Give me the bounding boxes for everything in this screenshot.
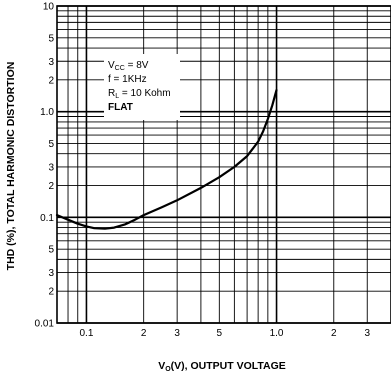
x-tick-label-background xyxy=(75,326,98,339)
x-tick-label-background xyxy=(265,326,288,339)
annotation-load: RL = 10 Kohm xyxy=(108,88,171,100)
y-tick-label: 3 xyxy=(48,162,54,173)
x-tick-label: 1.0 xyxy=(270,328,284,339)
annotation-mode: FLAT xyxy=(108,102,133,113)
conditions-annotation: VCC = 8V f = 1KHz RL = 10 Kohm FLAT xyxy=(104,54,180,120)
y-tick-label: 5 xyxy=(48,245,54,256)
x-tick-label: 3 xyxy=(364,328,370,339)
x-tick-label: 2 xyxy=(141,328,147,339)
x-tick-label-background xyxy=(208,326,231,339)
y-tick-label: 2 xyxy=(48,287,54,298)
x-tick-label-background xyxy=(166,326,189,339)
y-tick-label: 10 xyxy=(43,2,55,13)
annotation-background xyxy=(104,54,180,120)
y-tick-label: 2 xyxy=(48,181,54,192)
x-tick-label: 2 xyxy=(331,328,337,339)
x-axis-label: VO(V), OUTPUT VOLTAGE xyxy=(158,360,286,373)
annotation-vcc: VCC = 8V xyxy=(108,60,149,72)
x-tick-label: 3 xyxy=(174,328,180,339)
x-tick-label-background xyxy=(322,326,345,339)
x-tick-label-background xyxy=(356,326,379,339)
y-tick-label: 0.1 xyxy=(40,213,54,224)
grid xyxy=(56,5,391,324)
y-tick-label: 1.0 xyxy=(40,107,54,118)
tick-labels: 10 5 3 2 1.0 5 3 2 0.1 5 3 2 0.01 0.1 2 3 5 1.0 2 3 xyxy=(35,2,379,339)
y-tick-label: 0.01 xyxy=(35,319,55,330)
y-axis-label: THD (%), TOTAL HARMONIC DISTORTION xyxy=(5,62,17,271)
x-tick-label: 5 xyxy=(217,328,223,339)
x-tick-label: 0.1 xyxy=(79,328,93,339)
plot-frame xyxy=(56,5,391,324)
annotation-frequency: f = 1KHz xyxy=(108,74,147,85)
y-tick-label: 2 xyxy=(48,75,54,86)
thd-curve xyxy=(55,89,278,230)
y-tick-label: 3 xyxy=(48,268,54,279)
curve-layer xyxy=(55,89,278,230)
y-tick-label: 5 xyxy=(48,139,54,150)
y-tick-label: 3 xyxy=(48,57,54,68)
y-tick-label: 5 xyxy=(48,33,54,44)
x-tick-label-background xyxy=(132,326,155,339)
